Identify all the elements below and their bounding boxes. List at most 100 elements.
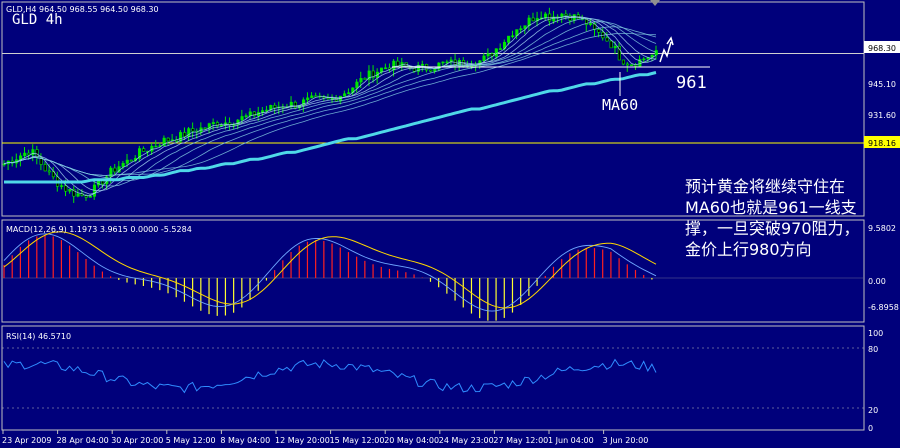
candle-body: [64, 185, 68, 192]
candle-body: [482, 55, 486, 62]
note-line-1: 预计黄金将继续守住在: [685, 177, 845, 196]
candle-body: [531, 17, 535, 22]
x-tick-label: 15 May 12:00: [330, 436, 385, 445]
candle-body: [142, 148, 146, 152]
candle-body: [384, 67, 388, 70]
ma-ribbon-line: [3, 16, 657, 192]
support-price-tag: [864, 136, 900, 148]
candle-body: [183, 132, 187, 137]
macd-panel-frame: [1, 219, 865, 323]
candle-body: [589, 23, 593, 25]
price-scale-label: 945.10: [868, 80, 896, 89]
price-scale-label: 918.16: [868, 139, 896, 148]
note-line-2: MA60也就是961一线支: [685, 198, 857, 217]
candle-body: [511, 35, 515, 38]
x-tick-label: 8 May 04:00: [220, 436, 270, 445]
x-tick-label: 28 Apr 04:00: [57, 436, 109, 445]
candle-body: [437, 62, 441, 70]
x-tick-label: 12 May 20:00: [275, 436, 330, 445]
candle-body: [630, 64, 634, 66]
candle-body: [498, 48, 502, 50]
ma60-line: [4, 71, 657, 184]
candle-body: [621, 59, 625, 65]
x-tick-label: 3 Jun 20:00: [603, 436, 649, 445]
ma-ribbon-line: [3, 33, 657, 176]
rsi-line: [3, 358, 657, 394]
candle-body: [617, 46, 621, 61]
candle-body: [367, 70, 371, 80]
candle-body: [252, 111, 256, 116]
up-arrow-icon: [659, 36, 674, 63]
candle-body: [191, 128, 195, 132]
rsi-scale-label: 80: [868, 345, 878, 354]
candle-body: [445, 61, 449, 64]
price-scale-label: 931.60: [868, 111, 896, 120]
candle-body: [211, 122, 215, 124]
symbol-label: GLD 4h: [12, 12, 63, 28]
candle-body: [88, 196, 92, 198]
rsi-scale-label: 20: [868, 406, 878, 415]
candle-body: [654, 50, 658, 56]
rsi-panel-frame: [1, 325, 865, 431]
candle-body: [543, 13, 548, 19]
rsi-scale-label: 100: [868, 329, 883, 338]
price-header: GLD,H4 964.50 968.55 964.50 968.30: [6, 5, 159, 14]
candle-body: [306, 97, 310, 101]
candle-body: [564, 13, 568, 16]
candle-body: [125, 159, 129, 164]
macd-layer: [2, 231, 864, 321]
x-tick-label: 30 Apr 20:00: [111, 436, 163, 445]
candle-body: [371, 70, 375, 78]
macd-signal-line: [3, 231, 657, 309]
candle-body: [240, 116, 244, 121]
x-tick-label: 23 Apr 2009: [2, 436, 51, 445]
rsi-scale-label: 0: [868, 424, 873, 433]
candle-body: [642, 58, 646, 61]
note-line-4: 金价上行980方向: [685, 240, 812, 259]
candle-body: [314, 95, 318, 98]
candle-body: [420, 63, 425, 66]
current-price-tag: [864, 41, 900, 53]
candle-body: [179, 132, 183, 142]
candle-body: [609, 40, 613, 49]
candle-body: [207, 123, 211, 129]
candle-body: [166, 137, 170, 142]
candle-body: [43, 164, 47, 172]
candle-body: [129, 159, 133, 162]
macd-scale-label: 9.5802: [868, 224, 896, 233]
price-panel-frame: [1, 1, 865, 217]
candle-body: [265, 109, 269, 112]
macd-scale-label: -6.8958: [868, 303, 899, 312]
candle-body: [248, 111, 252, 117]
candle-body: [293, 101, 297, 108]
candle-body: [68, 189, 72, 192]
candle-body: [113, 167, 117, 173]
candle-body: [154, 145, 158, 148]
candle-body: [76, 193, 80, 197]
x-tick-label: 27 May 12:00: [493, 436, 548, 445]
candle-body: [494, 48, 498, 57]
candle-body: [347, 92, 351, 95]
support-label: 961: [676, 73, 707, 93]
macd-line: [3, 233, 657, 312]
candle-body: [244, 115, 248, 118]
candle-body: [363, 78, 367, 80]
candle-body: [60, 185, 64, 187]
ma-ribbon-line: [3, 16, 657, 195]
candle-body: [416, 64, 420, 72]
candle-body: [355, 81, 359, 89]
candle-body: [613, 46, 617, 49]
candle-body: [31, 149, 35, 156]
candle-body: [429, 69, 433, 72]
scroll-marker-icon: [650, 0, 660, 6]
x-tick-label: 1 Jun 04:00: [548, 436, 594, 445]
candle-body: [359, 78, 363, 83]
x-tick-label: 20 May 04:00: [384, 436, 439, 445]
macd-scale-label: 0.00: [868, 277, 886, 286]
price-layer: [2, 7, 864, 203]
candle-body: [138, 148, 142, 159]
candle-body: [597, 29, 601, 33]
